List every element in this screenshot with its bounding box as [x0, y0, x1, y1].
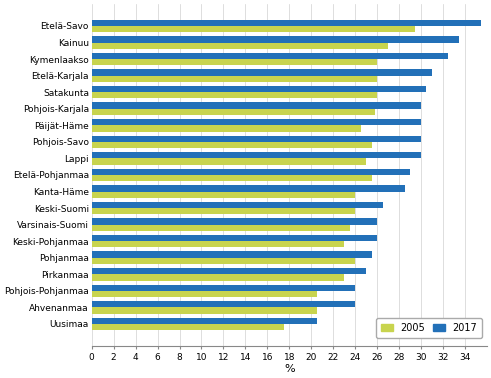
Bar	[92, 241, 344, 248]
Bar	[92, 69, 432, 76]
Bar	[92, 136, 421, 142]
Bar	[92, 175, 372, 181]
Bar	[92, 268, 366, 274]
Bar	[92, 251, 372, 258]
Bar	[92, 20, 481, 26]
Bar	[92, 291, 317, 297]
Bar	[92, 192, 355, 198]
Bar	[92, 225, 350, 231]
Bar	[92, 76, 377, 82]
Bar	[92, 185, 405, 192]
Legend: 2005, 2017: 2005, 2017	[376, 318, 482, 338]
Bar	[92, 53, 448, 59]
Bar	[92, 102, 421, 109]
Bar	[92, 119, 421, 125]
Bar	[92, 324, 284, 330]
Bar	[92, 307, 317, 314]
Bar	[92, 218, 377, 225]
Bar	[92, 235, 377, 241]
X-axis label: %: %	[284, 364, 295, 374]
Bar	[92, 59, 377, 65]
Bar	[92, 36, 460, 43]
Bar	[92, 26, 415, 32]
Bar	[92, 169, 410, 175]
Bar	[92, 43, 388, 49]
Bar	[92, 125, 360, 132]
Bar	[92, 208, 355, 214]
Bar	[92, 301, 355, 307]
Bar	[92, 318, 317, 324]
Bar	[92, 202, 382, 208]
Bar	[92, 109, 375, 115]
Bar	[92, 274, 344, 280]
Bar	[92, 158, 366, 165]
Bar	[92, 142, 372, 148]
Bar	[92, 258, 355, 264]
Bar	[92, 285, 355, 291]
Bar	[92, 86, 427, 92]
Bar	[92, 152, 421, 158]
Bar	[92, 92, 377, 99]
